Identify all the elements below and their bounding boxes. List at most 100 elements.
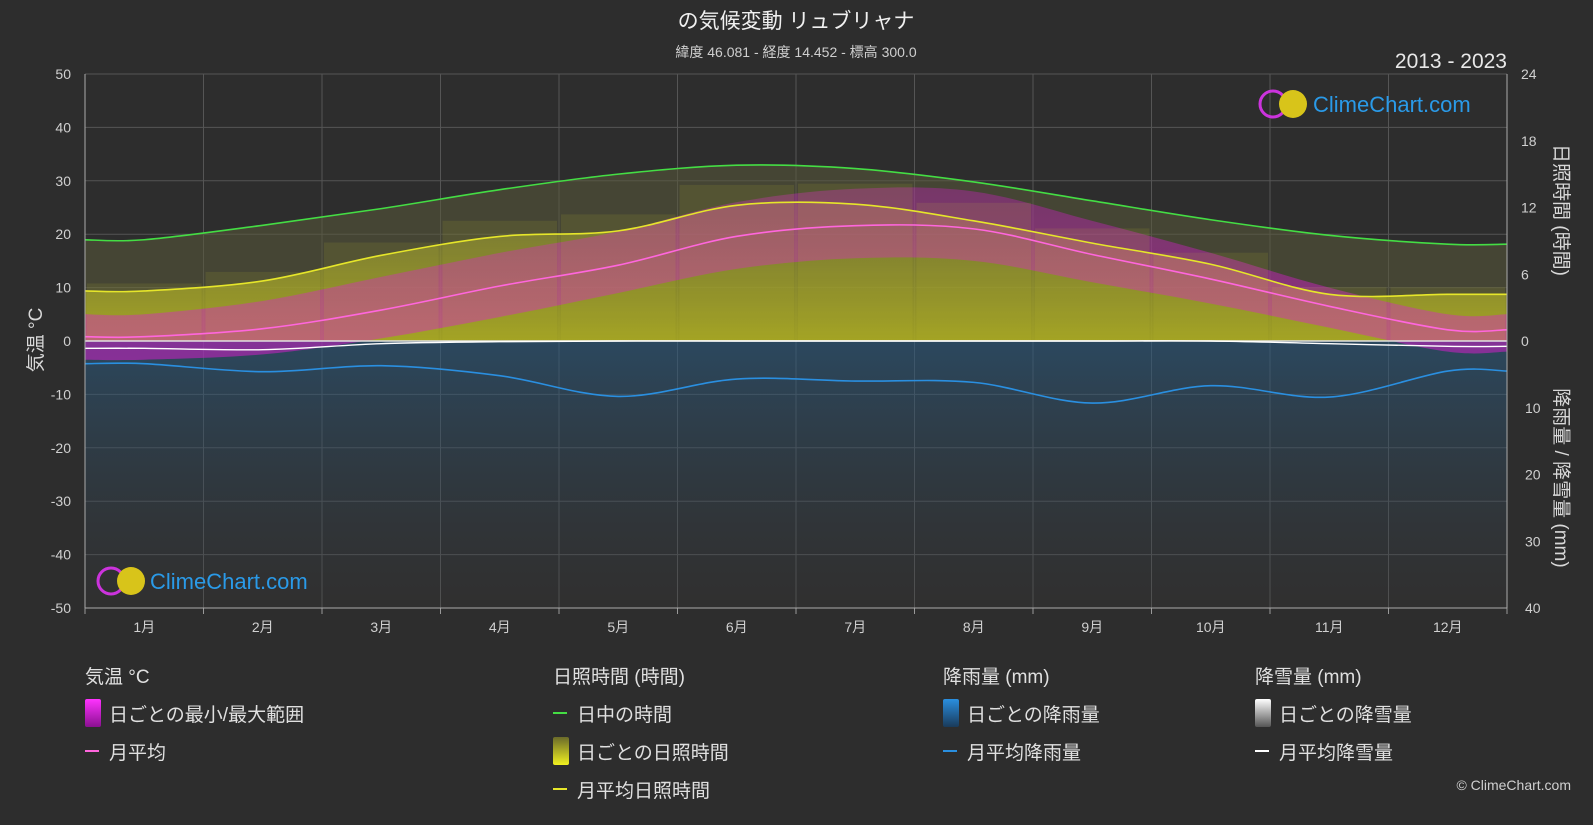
x-tick-label: 3月 <box>370 619 392 635</box>
y-left-tick-label: -30 <box>51 493 71 509</box>
legend-item-monthly-rain: 月平均降雨量 <box>943 738 1100 764</box>
y-right-precip-tick-label: 30 <box>1525 533 1541 549</box>
x-tick-label: 2月 <box>252 619 274 635</box>
daylight-line <box>84 164 1508 246</box>
data-lines <box>84 164 1508 404</box>
x-tick-label: 7月 <box>844 619 866 635</box>
daily-sunshine-bar <box>324 242 439 341</box>
daily-sunshine-bar <box>87 283 202 341</box>
x-tick-label: 11月 <box>1315 619 1344 635</box>
logo-sun-icon <box>117 567 145 595</box>
daily-snow-swatch <box>1255 699 1271 727</box>
daily-sunshine-bar <box>679 184 794 341</box>
daily-sunshine-bar <box>916 202 1031 341</box>
legend-sunshine: 日照時間 (時間) 日中の時間 日ごとの日照時間 月平均日照時間 <box>553 662 729 814</box>
daily-rain-swatch <box>943 699 959 727</box>
monthly-temp-line <box>84 224 1508 339</box>
x-tick-label: 12月 <box>1433 619 1463 635</box>
legend-temperature-title: 気温 °C <box>85 667 150 688</box>
legend-item-daily-snow: 日ごとの降雪量 <box>1255 699 1412 727</box>
y-right-precip-tick-label: 10 <box>1525 400 1541 416</box>
y-right-sun-tick-label: 24 <box>1521 66 1537 82</box>
legend-label: 日ごとの降雨量 <box>967 704 1100 726</box>
legend-label: 月平均 <box>109 742 167 764</box>
y-right-precip-tick-label: 40 <box>1525 600 1541 616</box>
brand-text-bottom: ClimeChart.com <box>150 569 308 594</box>
legend-label: 日中の時間 <box>577 704 673 726</box>
monthly-rain-line <box>84 362 1508 404</box>
legend-sunshine-title: 日照時間 (時間) <box>553 667 685 688</box>
legend-label: 日ごとの日照時間 <box>577 742 729 764</box>
chart-subtitle: 緯度 46.081 - 経度 14.452 - 標高 300.0 <box>675 44 916 60</box>
monthly-snow-line <box>84 340 1508 351</box>
daylight-swatch <box>553 712 567 714</box>
monthly-snow-swatch <box>1255 750 1269 752</box>
brand-text-top: ClimeChart.com <box>1313 92 1471 117</box>
temp-avg-swatch <box>85 750 99 752</box>
y-left-tick-label: -50 <box>51 600 71 616</box>
daily-sunshine-bar <box>1035 228 1150 341</box>
climate-chart: 50 40 30 20 10 0 -10 -20 -30 -40 -50 1月 2月 3月 4月 5月 6月 7月… <box>25 10 1572 635</box>
y-left-tick-label: 20 <box>55 226 71 242</box>
right-axis-title-top: 日照時間 (時間) <box>1550 144 1572 276</box>
x-tick-label: 6月 <box>726 619 748 635</box>
chart-title: の気候変動 リュブリャナ <box>678 10 915 33</box>
y-left-tick-label: -20 <box>51 440 71 456</box>
daily-sunshine-bar <box>442 220 557 341</box>
legend-item-temp-range: 日ごとの最小/最大範囲 <box>85 699 305 727</box>
y-right-precip-tick-label: 20 <box>1525 467 1541 483</box>
daily-precip-area <box>85 341 1507 608</box>
legend-snow-title: 降雪量 (mm) <box>1255 667 1362 688</box>
y-right-sun-tick-label: 12 <box>1521 200 1537 216</box>
legend-item-daily-sunshine: 日ごとの日照時間 <box>553 737 729 765</box>
y-left-tick-label: -10 <box>51 386 71 402</box>
x-tick-label: 10月 <box>1196 619 1226 635</box>
legend-label: 月平均日照時間 <box>577 780 711 802</box>
brand-logo-top: ClimeChart.com <box>1258 89 1471 119</box>
legend-label: 日ごとの降雪量 <box>1279 704 1412 726</box>
legend-temperature: 気温 °C 日ごとの最小/最大範囲 月平均 <box>85 662 304 776</box>
legend-label: 日ごとの最小/最大範囲 <box>109 704 305 726</box>
x-tick-label: 8月 <box>963 619 985 635</box>
y-left-tick-label: 50 <box>55 66 71 82</box>
x-tick-label: 9月 <box>1081 619 1103 635</box>
legend-label: 月平均降雪量 <box>1279 742 1394 764</box>
legend-item-daylight: 日中の時間 <box>553 700 729 726</box>
y-left-tick-label: 0 <box>63 333 71 349</box>
legend-item-daily-rain: 日ごとの降雨量 <box>943 699 1100 727</box>
x-tick-label: 5月 <box>607 619 629 635</box>
daily-sunshine-bar <box>205 271 320 341</box>
legend-rain-title: 降雨量 (mm) <box>943 667 1050 688</box>
legend-item-monthly-sunshine: 月平均日照時間 <box>553 776 729 802</box>
y-right-sun-tick-label: 18 <box>1521 133 1537 149</box>
legend-snow: 降雪量 (mm) 日ごとの降雪量 月平均降雪量 <box>1255 662 1412 776</box>
daily-sunshine-bar <box>1153 252 1268 341</box>
y-left-tick-label: 30 <box>55 173 71 189</box>
monthly-sunshine-line <box>84 201 1507 298</box>
period-label: 2013 - 2023 <box>1395 50 1507 73</box>
daily-sunshine-bar <box>561 214 676 341</box>
daily-sunshine-swatch <box>553 737 569 765</box>
copyright: © ClimeChart.com <box>1456 777 1571 793</box>
x-tick-label: 4月 <box>489 619 511 635</box>
legend-label: 月平均降雨量 <box>967 742 1082 764</box>
temp-range-band <box>85 187 1507 361</box>
x-tick-label: 1月 <box>133 619 155 635</box>
temp-range-swatch <box>85 699 101 727</box>
legend-rain: 降雨量 (mm) 日ごとの降雨量 月平均降雨量 <box>943 662 1100 776</box>
y-left-tick-label: 10 <box>55 280 71 296</box>
axes: 50 40 30 20 10 0 -10 -20 -30 -40 -50 1月 2月 3月 4月 5月 6月 7月… <box>51 66 1541 635</box>
logo-sun-icon <box>1279 90 1307 118</box>
brand-logo-bottom: ClimeChart.com <box>96 566 308 596</box>
legend-item-temp-avg: 月平均 <box>85 738 304 764</box>
monthly-rain-swatch <box>943 750 957 752</box>
y-left-tick-label: -40 <box>51 547 71 563</box>
legend-item-monthly-snow: 月平均降雪量 <box>1255 738 1412 764</box>
monthly-sunshine-swatch <box>553 788 567 790</box>
y-left-tick-label: 40 <box>55 119 71 135</box>
right-axis-title-bottom: 降雨量 / 降雪量 (mm) <box>1550 388 1572 567</box>
y-right-sun-tick-label: 0 <box>1521 333 1529 349</box>
y-right-sun-tick-label: 6 <box>1521 266 1529 282</box>
left-axis-title: 気温 °C <box>25 308 47 373</box>
